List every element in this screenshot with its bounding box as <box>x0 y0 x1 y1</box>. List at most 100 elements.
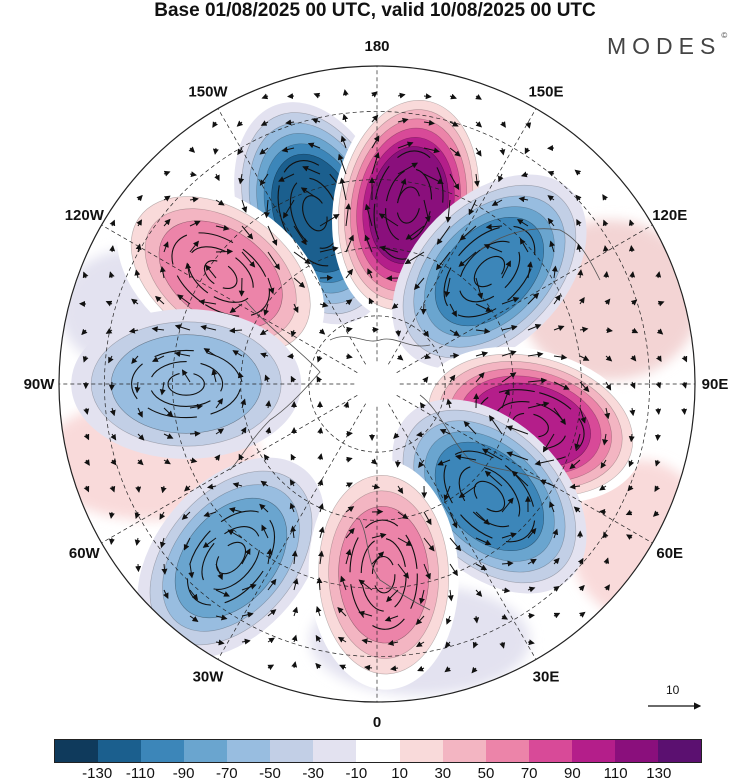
wind-vector <box>599 508 607 515</box>
wind-vector <box>501 324 518 331</box>
wind-vector <box>278 173 295 182</box>
wind-vector <box>185 262 192 279</box>
wind-vector <box>181 369 191 383</box>
colorbar-segment <box>657 740 701 762</box>
wind-vector <box>215 563 224 581</box>
longitude-label: 120E <box>652 207 687 224</box>
wind-vector <box>422 376 429 384</box>
wind-vector <box>681 381 688 389</box>
colorbar-tick-label: 90 <box>564 765 581 782</box>
wind-vector <box>163 589 169 600</box>
wind-vector <box>203 511 217 518</box>
wind-vector <box>240 398 247 409</box>
wind-vector <box>468 199 477 216</box>
wind-vector <box>319 246 339 253</box>
wind-vector <box>423 93 432 100</box>
wind-vector <box>397 511 409 520</box>
wind-vector <box>605 381 612 391</box>
wind-vector <box>449 329 460 336</box>
wind-vector <box>358 579 373 591</box>
wind-vector <box>212 147 219 155</box>
meridian <box>388 403 537 660</box>
wind-vector <box>285 119 295 126</box>
wind-vector <box>292 577 299 591</box>
wind-vector <box>506 451 529 461</box>
wind-vector <box>519 238 529 253</box>
wind-vector <box>413 277 425 290</box>
wind-vector <box>526 261 533 279</box>
wind-vector <box>397 92 406 99</box>
wind-vector <box>573 506 581 513</box>
wind-vector <box>475 303 493 312</box>
wind-vector <box>577 557 584 565</box>
wind-vector <box>655 271 662 279</box>
wind-vector <box>371 326 379 333</box>
wind-vector <box>527 377 548 384</box>
wind-vector <box>397 178 407 201</box>
wind-vector <box>189 589 199 601</box>
streamline <box>149 361 224 407</box>
wind-vector <box>241 548 251 565</box>
wind-vector <box>159 381 166 396</box>
wind-vector <box>475 121 483 128</box>
wind-vector <box>241 638 251 645</box>
wind-vector <box>444 641 451 648</box>
wind-vector <box>384 615 399 622</box>
wind-vector <box>405 225 425 240</box>
streamline <box>396 186 421 224</box>
wind-vector <box>629 271 636 279</box>
wind-vector <box>267 664 275 671</box>
wind-vector <box>527 292 540 305</box>
wind-vector <box>491 199 503 206</box>
wind-vector <box>259 503 269 513</box>
wind-vector <box>241 199 248 213</box>
wind-vector <box>188 563 195 579</box>
wind-vector <box>472 641 479 649</box>
colorbar-segment <box>141 740 185 762</box>
wind-vector <box>364 203 373 227</box>
wind-vector <box>681 355 688 363</box>
wind-vector <box>463 420 477 435</box>
wind-vector <box>569 459 581 470</box>
streamline <box>458 240 521 303</box>
longitude-label: 30W <box>193 669 225 686</box>
wind-vector <box>232 482 243 488</box>
wind-vector <box>266 548 273 565</box>
wind-vector <box>83 485 90 493</box>
wind-vector <box>134 511 141 520</box>
wind-vector <box>386 589 399 603</box>
wind-vector <box>287 353 295 360</box>
colorbar-tick-label: 110 <box>603 765 628 782</box>
wind-vector <box>655 381 662 389</box>
wind-vector <box>604 407 611 420</box>
wind-vector <box>371 135 380 149</box>
wind-vector <box>267 578 277 591</box>
reference-vector-label: 10 <box>666 683 680 697</box>
wind-vector <box>316 375 323 383</box>
coastlines <box>229 228 601 611</box>
wind-vector <box>549 501 555 513</box>
wind-vector <box>435 251 451 271</box>
wind-vector <box>445 199 452 223</box>
wind-vector <box>319 301 329 308</box>
wind-vector <box>281 146 295 153</box>
wind-vector <box>184 485 191 492</box>
wind-vector <box>267 609 277 617</box>
wind-vector <box>290 375 297 383</box>
wind-vector <box>205 264 217 279</box>
wind-vector <box>289 502 296 513</box>
wind-vector <box>136 194 143 202</box>
wind-vector <box>654 485 661 493</box>
wind-vector <box>189 220 201 227</box>
wind-vector <box>527 527 537 539</box>
wind-vector <box>527 558 537 565</box>
wind-vector <box>318 526 325 539</box>
wind-vector <box>630 299 638 306</box>
wind-vector <box>475 328 491 335</box>
streamline <box>443 225 536 318</box>
wind-vector <box>189 615 199 622</box>
wind-vector <box>290 329 297 338</box>
meridian <box>396 395 653 544</box>
wind-vector <box>444 666 452 673</box>
colorbar-tick-label: 70 <box>520 765 538 782</box>
